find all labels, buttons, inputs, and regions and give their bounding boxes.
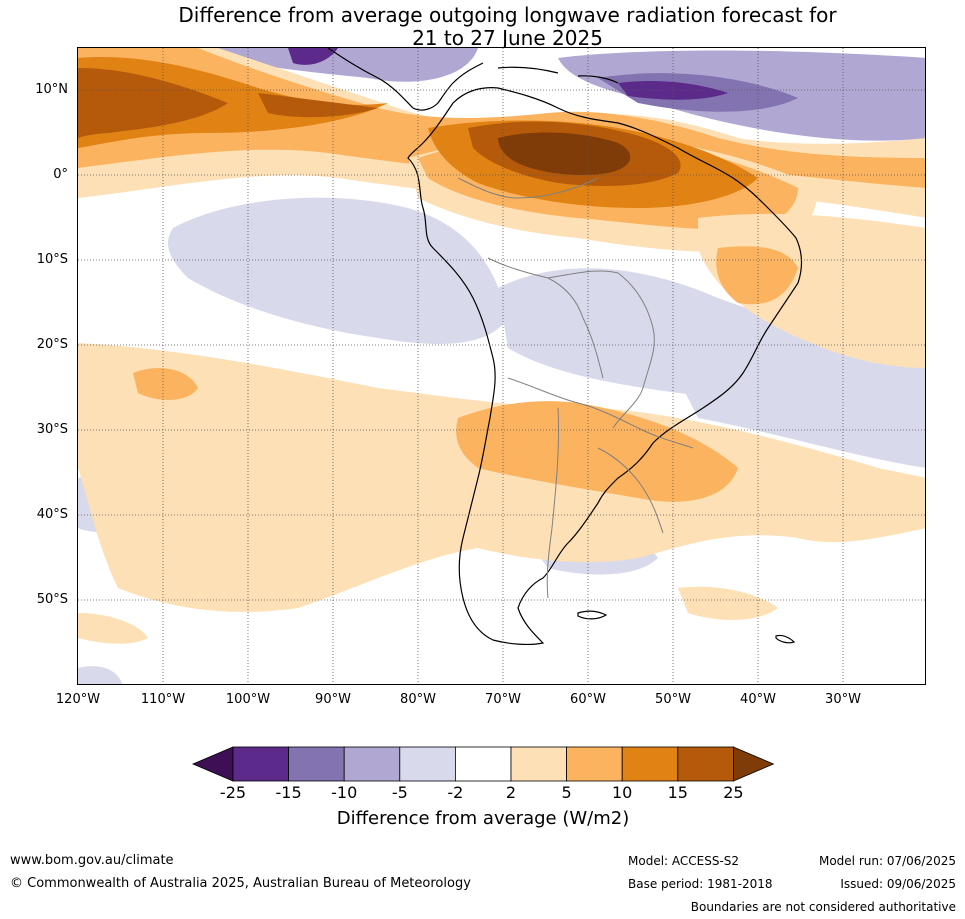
border-6 bbox=[597, 447, 664, 534]
colorbar-arrow-high bbox=[733, 746, 775, 782]
field-darkbrown-amazon bbox=[498, 132, 631, 175]
lon-label-70w: 70°W bbox=[485, 692, 521, 707]
colorbar-tick-label: 2 bbox=[505, 783, 517, 802]
field-light-orange-south-pacific-2 bbox=[78, 613, 148, 644]
border-2 bbox=[487, 257, 604, 379]
field-light-purple-southwest bbox=[78, 666, 123, 684]
footer-model-run: Model run: 07/06/2025 bbox=[818, 854, 956, 868]
colorbar-cell bbox=[399, 746, 456, 782]
lon-label-30w: 30°W bbox=[825, 692, 861, 707]
lat-label-10s: 10°S bbox=[36, 252, 68, 267]
title-line-2: 21 to 27 June 2025 bbox=[412, 26, 603, 50]
colorbar-tick-label: -5 bbox=[391, 783, 408, 802]
colorbar-tick-label: 25 bbox=[723, 783, 744, 802]
colorbar-cell bbox=[677, 746, 734, 782]
lon-label-60w: 60°W bbox=[570, 692, 606, 707]
olr-anomaly-map bbox=[78, 48, 925, 684]
colorbar-cell bbox=[343, 746, 401, 782]
lon-label-110w: 110°W bbox=[140, 692, 186, 707]
field-dark-purple-north-pacific bbox=[288, 48, 338, 65]
field-brown-north-pacific bbox=[78, 68, 228, 138]
footer-copyright: © Commonwealth of Australia 2025, Austra… bbox=[10, 876, 471, 891]
border-1 bbox=[457, 177, 599, 199]
colorbar-tick-label: 15 bbox=[667, 783, 688, 802]
border-3 bbox=[547, 270, 655, 429]
map-panel bbox=[77, 47, 926, 685]
footer-model: Model: ACCESS-S2 bbox=[628, 854, 740, 868]
colorbar-cell bbox=[454, 746, 512, 782]
lat-label-20s: 20°S bbox=[36, 337, 68, 352]
anomaly-fields bbox=[78, 48, 925, 684]
lon-label-80w: 80°W bbox=[400, 692, 436, 707]
colorbar-cell bbox=[232, 746, 289, 782]
colorbar-label: Difference from average (W/m2) bbox=[336, 808, 630, 829]
colorbar-arrow-low bbox=[191, 746, 234, 782]
colorbar-tick-label: -10 bbox=[331, 783, 358, 802]
field-orange-brazil bbox=[716, 246, 798, 305]
field-light-orange-south bbox=[78, 343, 925, 612]
falkland-islands bbox=[577, 610, 608, 620]
graticule bbox=[78, 48, 925, 684]
footer-website: www.bom.gov.au/climate bbox=[10, 853, 174, 868]
colorbar-tick-label: 10 bbox=[612, 783, 633, 802]
colorbar-cell bbox=[288, 746, 345, 782]
lat-label-40s: 40°S bbox=[36, 507, 68, 522]
colorbar-cells bbox=[191, 746, 775, 782]
central-america-coastline bbox=[327, 48, 484, 111]
footer-issued: Issued: 09/06/2025 bbox=[840, 877, 956, 891]
title-line-1: Difference from average outgoing longwav… bbox=[178, 3, 837, 27]
field-light-purple-central bbox=[498, 268, 925, 428]
colorbar-cell bbox=[566, 746, 623, 782]
lon-label-40w: 40°W bbox=[740, 692, 776, 707]
footer-disclaimer: Boundaries are not considered authoritat… bbox=[690, 900, 956, 914]
lat-label-50s: 50°S bbox=[36, 592, 68, 607]
lon-label-50w: 50°W bbox=[655, 692, 691, 707]
colorbar-tick-label: -15 bbox=[275, 783, 302, 802]
footer-base-period: Base period: 1981-2018 bbox=[628, 877, 773, 891]
colorbar bbox=[191, 746, 775, 782]
field-purple-north-pacific bbox=[218, 48, 478, 82]
field-light-purple-se-atlantic bbox=[678, 378, 925, 468]
lon-label-90w: 90°W bbox=[315, 692, 351, 707]
colorbar-tick-label: 5 bbox=[561, 783, 572, 802]
lat-label-30s: 30°S bbox=[36, 422, 68, 437]
country-borders bbox=[457, 177, 694, 599]
south-america-coastline bbox=[407, 87, 803, 646]
border-5 bbox=[546, 407, 560, 599]
field-light-orange-atlantic-south bbox=[678, 586, 778, 620]
map-title: Difference from average outgoing longwav… bbox=[0, 4, 965, 50]
lat-label-0: 0° bbox=[53, 167, 68, 182]
lon-label-100w: 100°W bbox=[225, 692, 271, 707]
lat-label-10n: 10°N bbox=[35, 82, 68, 97]
colorbar-cell bbox=[510, 746, 567, 782]
lon-label-120w: 120°W bbox=[55, 692, 101, 707]
field-orange-south-america bbox=[456, 401, 738, 502]
colorbar-cell bbox=[621, 746, 679, 782]
caribbean-islands bbox=[497, 66, 619, 84]
south-georgia bbox=[775, 634, 796, 644]
colorbar-tick-label: -25 bbox=[219, 783, 247, 802]
field-orange-south-pacific bbox=[133, 368, 198, 400]
colorbar-tick-label: -2 bbox=[447, 783, 464, 802]
border-4 bbox=[507, 377, 694, 449]
field-brown-north-pacific-2 bbox=[258, 93, 378, 118]
field-light-purple-east-pacific bbox=[168, 197, 508, 344]
coastlines bbox=[327, 48, 803, 646]
